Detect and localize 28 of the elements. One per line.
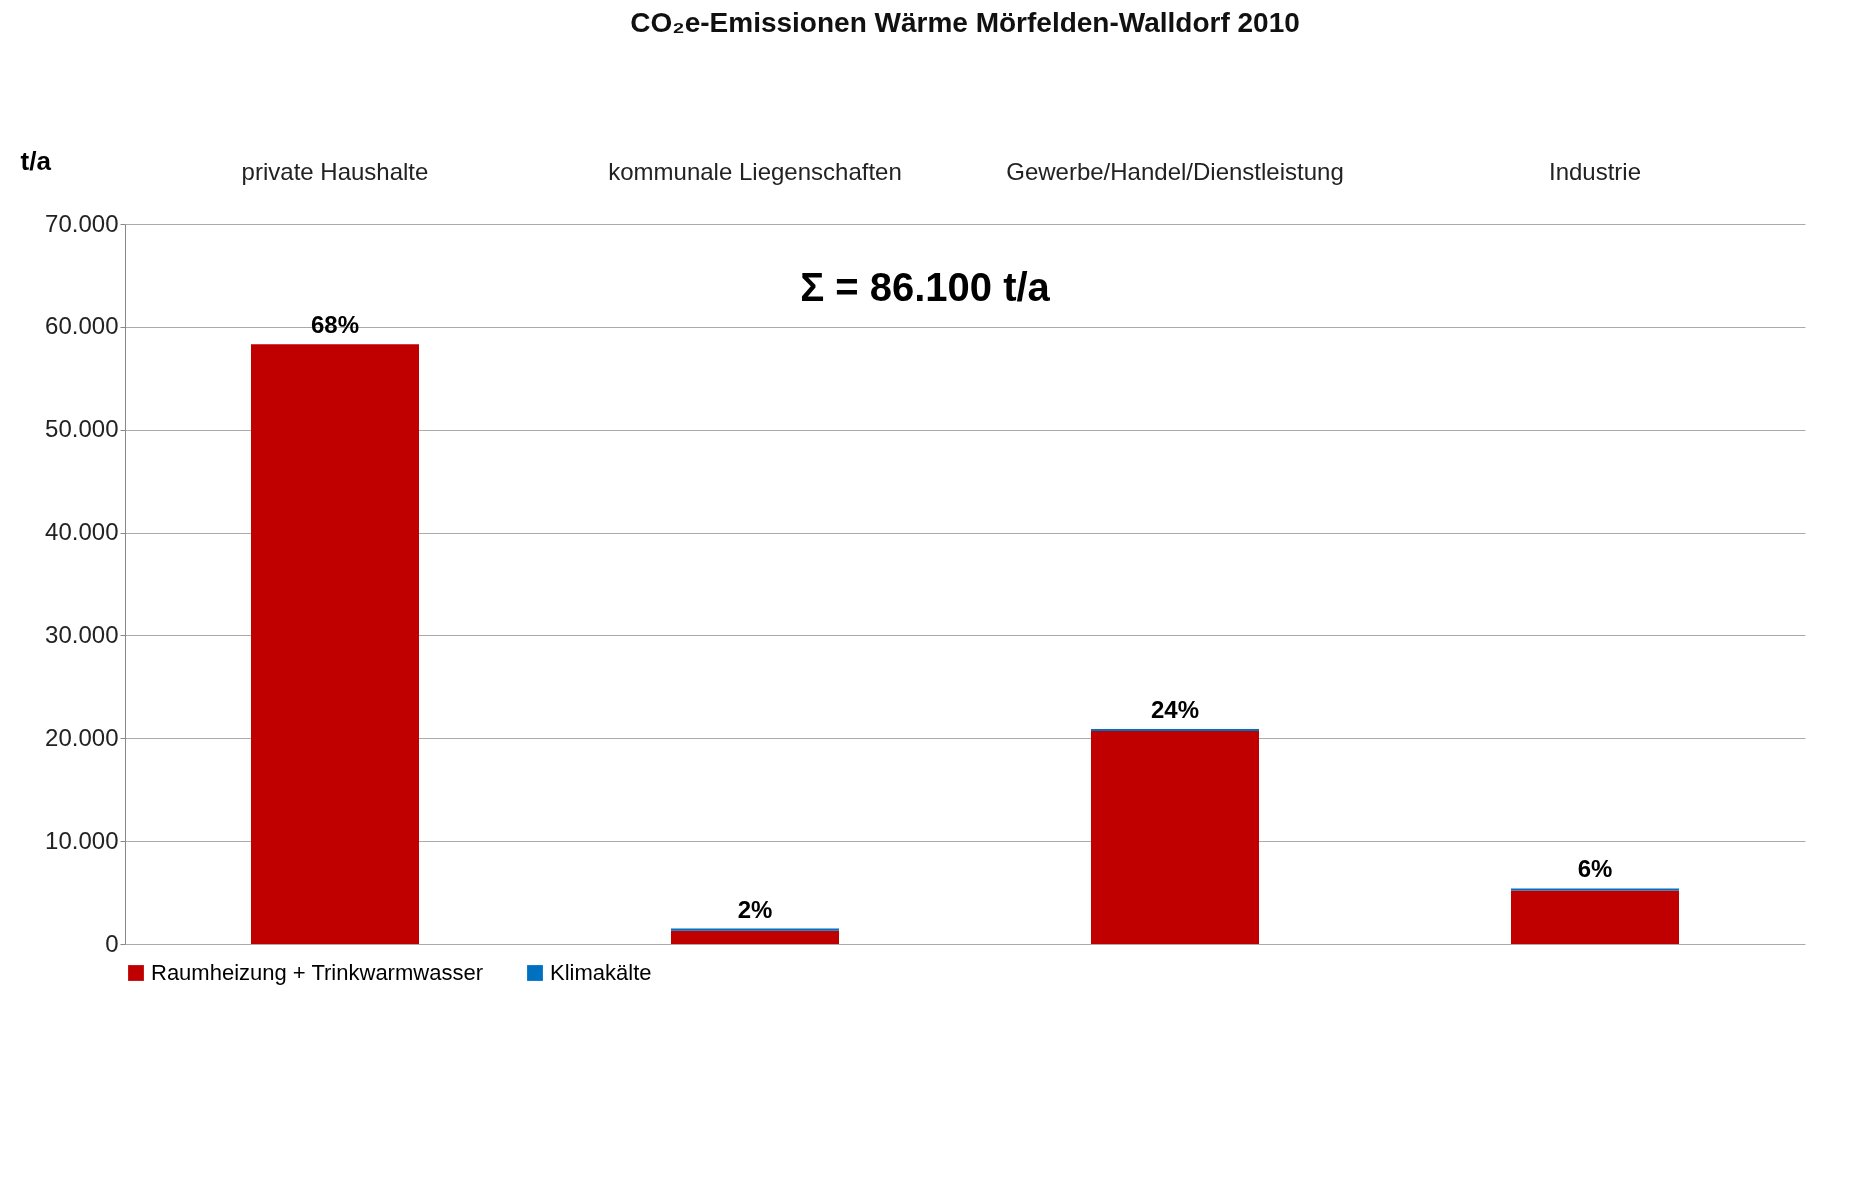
bar <box>671 930 839 944</box>
bar <box>1511 888 1679 891</box>
bar <box>1511 890 1679 944</box>
annotation: Σ = 86.100 t/a <box>800 265 1051 309</box>
annotation: 68% <box>310 311 360 339</box>
y-tick-label: 20.000 <box>45 723 119 751</box>
bar <box>1091 729 1259 732</box>
x-tick-label: kommunale Liegenschaften <box>608 157 902 185</box>
legend-label: Klimakälte <box>550 960 652 985</box>
x-tick-label: Industrie <box>1548 157 1642 185</box>
y-tick-label: 0 <box>105 929 119 957</box>
y-tick-label: 30.000 <box>45 620 119 648</box>
annotation: 2% <box>737 895 773 923</box>
bar <box>671 928 839 931</box>
y-tick-label: 40.000 <box>45 518 119 546</box>
legend-label: Raumheizung + Trinkwarmwasser <box>151 960 483 985</box>
annotation: 24% <box>1150 696 1200 724</box>
annotation: 6% <box>1577 855 1613 883</box>
y-tick-label: 70.000 <box>45 209 119 237</box>
x-tick-label: Gewerbe/Handel/Dienstleistung <box>1006 157 1344 185</box>
y-tick-label: 10.000 <box>45 826 119 854</box>
y-tick-label: 60.000 <box>45 312 119 340</box>
y-tick-label: 50.000 <box>45 415 119 443</box>
bar <box>1091 731 1259 944</box>
chart-title: CO₂e-Emissionen Wärme Mörfelden-Walldorf 2010 <box>630 7 1300 38</box>
x-tick-label: private Haushalte <box>241 157 429 185</box>
y-axis-title: t/a <box>20 145 52 176</box>
bar <box>251 344 419 944</box>
